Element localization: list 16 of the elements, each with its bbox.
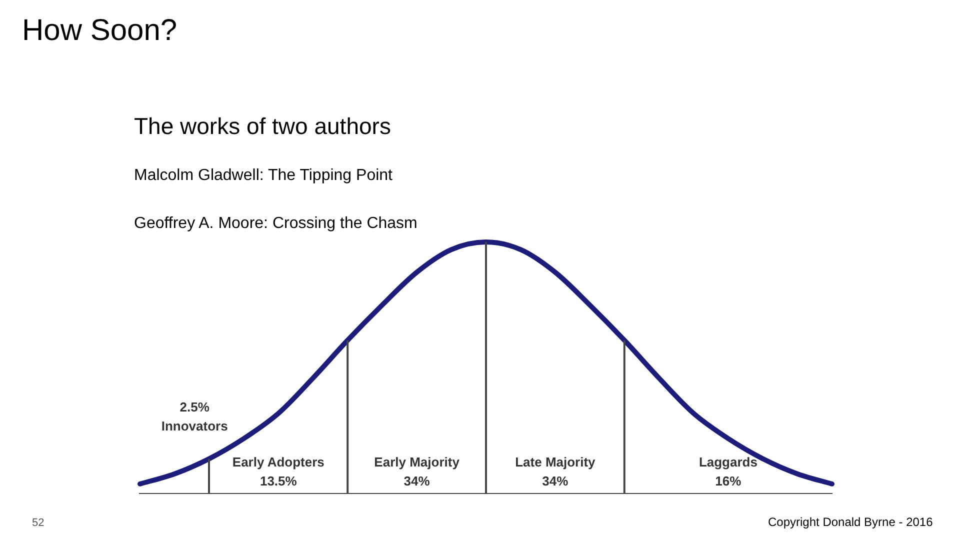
annotation: Late Majority — [515, 454, 596, 470]
annotation: Early Adopters — [232, 454, 324, 470]
annotation: 13.5% — [260, 474, 298, 489]
text: Copyright Donald Byrne - 2016 — [768, 515, 933, 529]
annotation: Innovators — [161, 418, 228, 434]
text: Geoffrey A. Moore: Crossing the Chasm — [134, 215, 418, 233]
annotation: Laggards — [698, 454, 758, 470]
annotation: 34% — [542, 474, 569, 489]
annotation: 2.5% — [180, 400, 210, 415]
text: Malcolm Gladwell: The Tipping Point — [134, 167, 392, 185]
chart-subtitle: The works of two authors — [134, 113, 391, 140]
annotation: Early Majority — [374, 454, 460, 470]
annotation: 34% — [404, 474, 430, 489]
chart-title: How Soon? — [22, 14, 178, 48]
text: 52 — [32, 517, 44, 529]
annotation: 16% — [715, 474, 742, 489]
